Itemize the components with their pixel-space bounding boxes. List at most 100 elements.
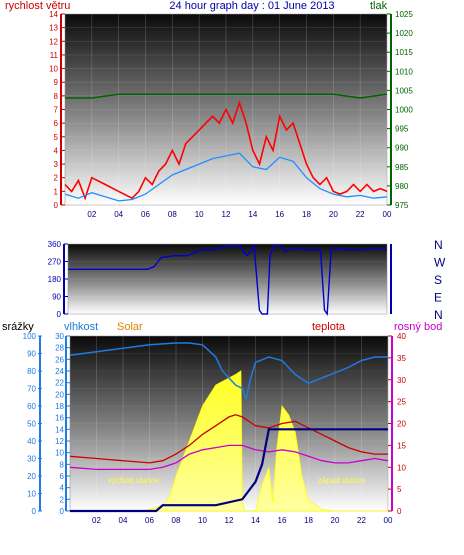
sunrise-annotation: východ slunce	[108, 476, 159, 485]
humidity-tick-label: 26	[55, 355, 64, 364]
humidity-tick-label: 12	[55, 437, 64, 446]
rain-line	[70, 428, 388, 513]
temperature-tick-label: 15	[397, 441, 406, 450]
hour-tick-label: 20	[331, 516, 340, 525]
hour-tick-label: 14	[251, 516, 260, 525]
wind-pressure-series	[64, 93, 388, 202]
temperature-label: teplota	[312, 321, 346, 333]
humidity-tick-label: 14	[55, 425, 64, 434]
pressure-tick-label: 980	[395, 182, 409, 191]
hour-tick-label: 10	[198, 516, 207, 525]
hour-tick-label: 18	[302, 210, 311, 219]
pressure-tick-label: 1005	[395, 86, 413, 95]
rain-tick-label: 20	[27, 472, 36, 481]
temperature-line	[69, 414, 388, 464]
temperature-tick-label: 35	[397, 354, 406, 363]
hour-tick-label: 02	[87, 210, 96, 219]
wind-tick-label: 3	[54, 160, 59, 169]
rain-tick-label: 50	[27, 420, 36, 429]
wind-tick-label: 5	[54, 133, 59, 142]
wind-tick-label: 11	[50, 51, 59, 60]
wind-tick-label: 9	[54, 78, 59, 87]
pressure-tick-label: 985	[395, 163, 409, 172]
wind-direction-plot-area	[67, 243, 388, 315]
humidity-tick-label: 8	[60, 460, 65, 469]
hour-tick-label: 08	[172, 516, 181, 525]
direction-tick-label: 0	[57, 310, 62, 319]
wind-direction-grid	[68, 243, 387, 315]
rain-tick-label: 90	[27, 350, 36, 359]
rain-tick-label: 10	[27, 490, 36, 499]
rain-tick-label: 30	[27, 455, 36, 464]
humidity-tick-label: 28	[55, 344, 64, 353]
humidity-line	[69, 342, 388, 402]
dewpoint-label: rosný bod	[394, 321, 442, 333]
wind-tick-label: 1	[54, 187, 59, 196]
compass-label: N	[434, 238, 443, 252]
humidity-tick-label: 20	[55, 390, 64, 399]
temperature-tick-label: 20	[397, 420, 406, 429]
hour-tick-label: 10	[195, 210, 204, 219]
wind-average-line	[64, 152, 388, 202]
hour-tick-label: 00	[383, 210, 392, 219]
humidity-tick-label: 30	[55, 332, 64, 341]
wind-direction-line	[68, 243, 388, 317]
humidity-tick-label: 2	[60, 495, 65, 504]
rain-tick-label: 70	[27, 385, 36, 394]
temperature-tick-label: 40	[397, 332, 406, 341]
hour-tick-label: 12	[225, 516, 234, 525]
weather-axes: 0102030405060708090100024681012141618202…	[23, 332, 407, 525]
humidity-tick-label: 10	[55, 449, 64, 458]
compass-label: N	[434, 308, 443, 322]
compass-label: S	[434, 273, 442, 287]
hour-tick-label: 12	[222, 210, 231, 219]
hour-tick-label: 04	[114, 210, 123, 219]
rain-tick-label: 0	[32, 507, 37, 516]
pressure-tick-label: 990	[395, 144, 409, 153]
compass-label: W	[434, 256, 446, 270]
wind-gust-line	[64, 100, 388, 201]
humidity-label: vlhkost	[64, 321, 98, 333]
solar-label: Solar	[117, 321, 143, 333]
wind-speed-title: rychlost větru	[5, 0, 70, 12]
wind-tick-label: 6	[54, 119, 59, 128]
weather-series	[69, 342, 389, 513]
wind-pressure-grid	[65, 13, 388, 206]
humidity-tick-label: 4	[60, 484, 65, 493]
hour-tick-label: 00	[384, 516, 393, 525]
hour-tick-label: 20	[329, 210, 338, 219]
graph-title: 24 hour graph day : 01 June 2013	[169, 0, 334, 12]
temperature-tick-label: 30	[397, 376, 406, 385]
humidity-tick-label: 18	[55, 402, 64, 411]
hour-tick-label: 08	[168, 210, 177, 219]
pressure-tick-label: 1020	[395, 29, 413, 38]
humidity-tick-label: 24	[55, 367, 64, 376]
rain-tick-label: 80	[27, 367, 36, 376]
direction-tick-label: 90	[52, 293, 61, 302]
hour-tick-label: 16	[278, 516, 287, 525]
wind-tick-label: 14	[49, 10, 58, 19]
pressure-line	[65, 93, 388, 99]
wind-tick-label: 12	[49, 37, 58, 46]
direction-tick-label: 180	[48, 275, 62, 284]
temperature-tick-label: 25	[397, 398, 406, 407]
rain-tick-label: 100	[23, 332, 37, 341]
temperature-tick-label: 0	[397, 507, 402, 516]
wind-tick-label: 7	[54, 106, 59, 115]
pressure-tick-label: 1015	[395, 48, 413, 57]
wind-tick-label: 13	[49, 24, 58, 33]
direction-tick-label: 270	[48, 258, 62, 267]
dewpoint-line	[69, 444, 389, 471]
wind-tick-label: 4	[54, 146, 59, 155]
hour-tick-label: 06	[141, 210, 150, 219]
temperature-tick-label: 5	[397, 485, 402, 494]
humidity-tick-label: 16	[55, 414, 64, 423]
compass-label: E	[434, 291, 442, 305]
humidity-tick-label: 0	[60, 507, 65, 516]
humidity-tick-label: 22	[55, 379, 64, 388]
pressure-tick-label: 1000	[395, 106, 413, 115]
pressure-title: tlak	[370, 0, 388, 12]
wind-tick-label: 0	[54, 201, 59, 210]
